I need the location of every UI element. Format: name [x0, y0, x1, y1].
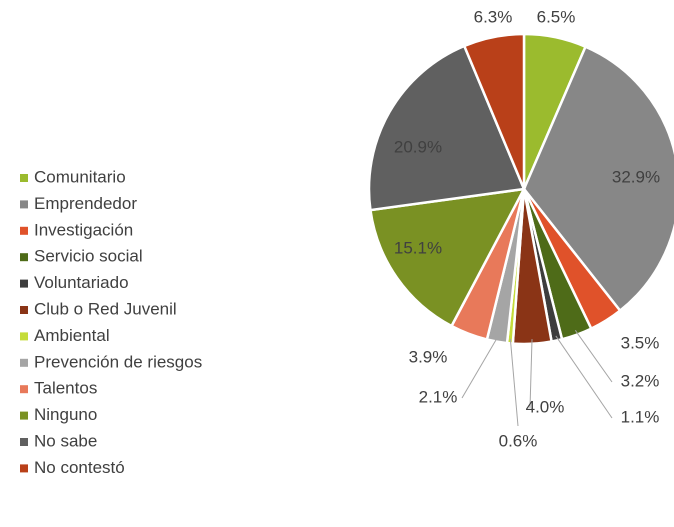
leader-line	[555, 335, 613, 419]
legend-label: Servicio social	[34, 247, 143, 266]
data-label: 2.1%	[419, 387, 458, 406]
data-label: 6.5%	[537, 7, 576, 26]
data-label: 15.1%	[394, 238, 442, 257]
data-label: 6.3%	[474, 7, 513, 26]
legend-swatch	[20, 226, 28, 235]
pie-slice	[462, 32, 526, 190]
data-label: 20.9%	[394, 137, 442, 156]
legend-swatch	[20, 174, 28, 182]
data-label: 32.9%	[612, 167, 660, 186]
data-label: 0.6%	[499, 431, 538, 450]
legend-label: No contestó	[34, 458, 125, 477]
pie-slice	[522, 45, 674, 313]
data-label: 3.9%	[409, 347, 448, 366]
leader-line	[461, 336, 499, 399]
data-label: 3.2%	[621, 371, 660, 390]
legend-swatch	[20, 438, 28, 446]
legend-label: Investigación	[34, 220, 133, 239]
pie-slice	[369, 187, 527, 328]
data-label: 4.0%	[526, 397, 565, 416]
leader-line	[529, 339, 533, 409]
legend-label: No sabe	[34, 431, 97, 450]
legend-label: Voluntariado	[34, 273, 129, 292]
pie-slice	[367, 44, 526, 212]
legend-swatch	[20, 279, 28, 288]
legend-swatch	[20, 332, 28, 341]
legend-label: Talentos	[34, 379, 97, 398]
legend-swatch	[20, 200, 28, 209]
legend-swatch	[20, 464, 28, 473]
data-label: 1.1%	[621, 407, 660, 426]
leader-line	[574, 330, 613, 383]
legend-label: Emprendedor	[34, 194, 137, 213]
legend-label: Comunitario	[34, 167, 126, 186]
data-label: 3.5%	[621, 333, 660, 352]
legend-swatch	[20, 385, 28, 394]
legend-label: Prevención de riesgos	[34, 352, 202, 371]
legend-swatch	[20, 411, 28, 420]
leader-line	[509, 338, 519, 427]
legend-label: Ninguno	[34, 405, 97, 424]
legend-label: Ambiental	[34, 326, 110, 345]
legend-label: Club o Red Juvenil	[34, 299, 177, 318]
legend-swatch	[20, 306, 28, 314]
legend-swatch	[20, 358, 28, 367]
legend-swatch	[20, 253, 28, 262]
